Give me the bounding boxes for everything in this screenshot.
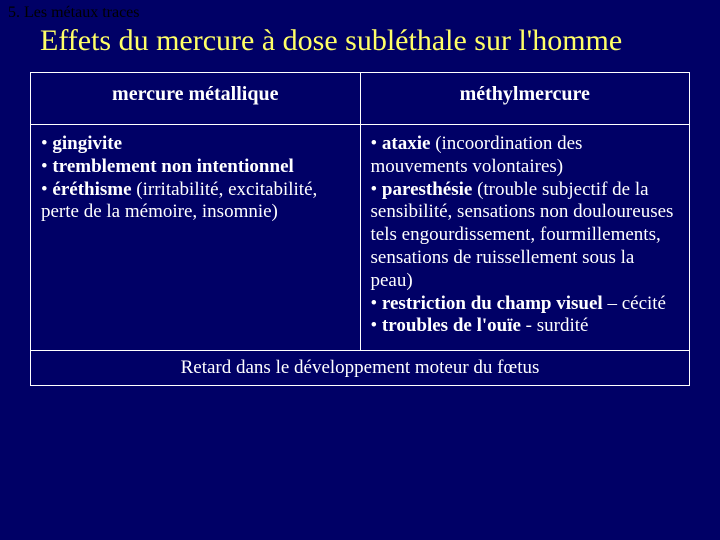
table-row: • gingivite• tremblement non intentionne…: [31, 125, 690, 351]
comparison-table: mercure métallique méthylmercure • gingi…: [30, 72, 690, 386]
col-header-left: mercure métallique: [31, 73, 361, 125]
footer-cell: Retard dans le développement moteur du f…: [31, 351, 690, 386]
breadcrumb: 5. Les métaux traces: [0, 0, 720, 22]
col-header-right: méthylmercure: [360, 73, 690, 125]
cell-right: • ataxie (incoordination des mouvements …: [360, 125, 690, 351]
cell-left: • gingivite• tremblement non intentionne…: [31, 125, 361, 351]
page-title: Effets du mercure à dose subléthale sur …: [0, 22, 720, 72]
table-footer-row: Retard dans le développement moteur du f…: [31, 351, 690, 386]
comparison-table-wrap: mercure métallique méthylmercure • gingi…: [0, 72, 720, 386]
table-header-row: mercure métallique méthylmercure: [31, 73, 690, 125]
